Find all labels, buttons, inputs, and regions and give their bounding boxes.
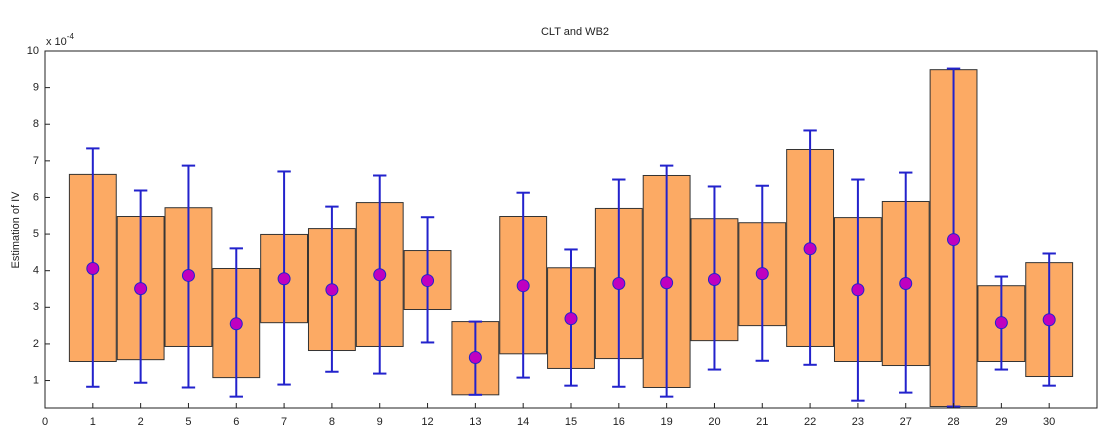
x-tick-label: 5 xyxy=(185,416,191,428)
y-tick-label: 6 xyxy=(33,191,39,203)
x-tick-label: 19 xyxy=(661,416,673,428)
point xyxy=(612,277,626,291)
point xyxy=(994,316,1008,330)
y-tick-label: 5 xyxy=(33,228,39,240)
x-tick-label: 9 xyxy=(377,416,383,428)
x-tick-label: 28 xyxy=(947,416,959,428)
point xyxy=(899,277,913,291)
x-tick-label: 30 xyxy=(1043,416,1055,428)
x-tick-label: 15 xyxy=(565,416,577,428)
y-tick-label: 8 xyxy=(33,118,39,130)
x-tick-label: 14 xyxy=(517,416,529,428)
point xyxy=(947,233,961,247)
y-axis-label: Estimation of IV xyxy=(10,191,22,269)
point xyxy=(229,317,243,331)
point xyxy=(803,242,817,256)
point xyxy=(325,283,339,297)
y-multiplier-base: x 10 xyxy=(46,36,67,48)
point xyxy=(660,276,674,290)
x-tick-label: 23 xyxy=(852,416,864,428)
chart-title: CLT and WB2 xyxy=(541,26,609,38)
point xyxy=(421,274,435,288)
y-tick-label: 7 xyxy=(33,155,39,167)
point xyxy=(181,268,195,282)
y-tick-label: 4 xyxy=(33,265,39,277)
x-tick-label: 1 xyxy=(90,416,96,428)
y-multiplier-exponent: -4 xyxy=(67,32,75,41)
y-multiplier: x 10-4 xyxy=(46,32,74,48)
point xyxy=(277,272,291,286)
x-tick-label: 29 xyxy=(995,416,1007,428)
x-tick-label: 16 xyxy=(613,416,625,428)
x-tick-label: 6 xyxy=(233,416,239,428)
y-tick-label: 1 xyxy=(33,374,39,386)
y-tick-label: 9 xyxy=(33,82,39,94)
x-tick-label: 22 xyxy=(804,416,816,428)
point xyxy=(516,279,530,293)
point xyxy=(86,261,100,275)
x-tick-label: 12 xyxy=(421,416,433,428)
point xyxy=(564,312,578,326)
y-tick-label: 3 xyxy=(33,301,39,313)
point xyxy=(134,282,148,296)
point xyxy=(468,350,482,364)
x-tick-label: 21 xyxy=(756,416,768,428)
point xyxy=(755,267,769,281)
y-tick-label: 2 xyxy=(33,338,39,350)
x-tick-label: 0 xyxy=(42,416,48,428)
x-tick-label: 2 xyxy=(138,416,144,428)
x-tick-label: 20 xyxy=(708,416,720,428)
point xyxy=(851,283,865,297)
point xyxy=(1042,313,1056,327)
x-tick-label: 7 xyxy=(281,416,287,428)
point xyxy=(373,268,387,282)
point xyxy=(707,272,721,286)
x-tick-label: 27 xyxy=(900,416,912,428)
x-tick-label: 8 xyxy=(329,416,335,428)
x-tick-label: 13 xyxy=(469,416,481,428)
y-tick-label: 10 xyxy=(27,45,39,57)
